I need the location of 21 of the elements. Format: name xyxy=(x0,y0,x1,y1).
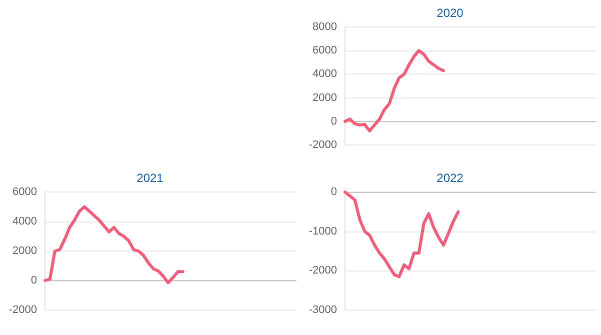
chart-title: 2021 xyxy=(136,171,164,185)
y-tick-label: 6000 xyxy=(312,44,337,57)
y-tick-label: -2000 xyxy=(308,139,337,151)
line-series xyxy=(344,49,445,132)
chart-title: 2022 xyxy=(436,171,464,185)
y-tick-label: -1000 xyxy=(308,225,337,238)
y-tick-label: 2000 xyxy=(12,245,37,257)
y-tick-label: -2000 xyxy=(8,304,37,316)
line-series xyxy=(44,205,184,284)
y-tick-label: 4000 xyxy=(312,68,337,80)
y-tick-label: 0 xyxy=(330,186,337,198)
y-tick-label: 4000 xyxy=(12,216,37,228)
line-series xyxy=(344,190,460,278)
y-tick-label: 2000 xyxy=(312,92,337,104)
chart-title: 2020 xyxy=(436,6,464,20)
y-tick-label: 0 xyxy=(330,115,337,128)
y-tick-label: 6000 xyxy=(12,186,37,198)
y-tick-label: -2000 xyxy=(308,264,337,277)
y-tick-label: -3000 xyxy=(308,304,337,316)
y-tick-label: 8000 xyxy=(312,21,337,33)
y-tick-label: 0 xyxy=(30,274,37,286)
